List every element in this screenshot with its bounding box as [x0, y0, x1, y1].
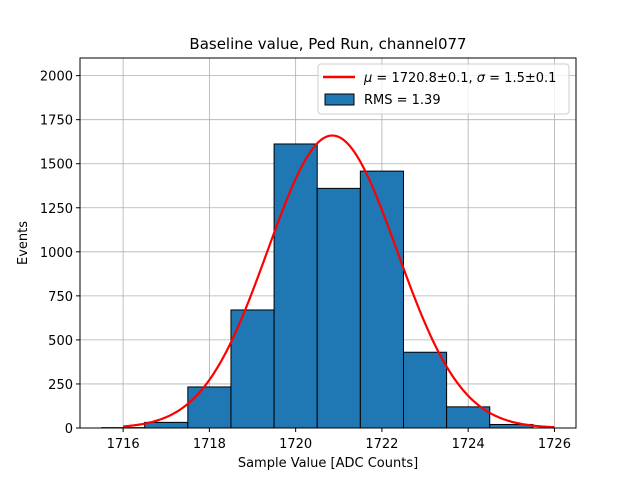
y-tick-label: 1750	[40, 114, 73, 129]
x-tick-label: 1724	[452, 437, 485, 452]
y-tick-label: 0	[65, 422, 73, 437]
y-axis-label: Events	[16, 221, 31, 265]
x-tick-label: 1722	[365, 437, 398, 452]
legend-fit-label-part: = 1.5±0.1	[485, 71, 556, 86]
gaussian-fit	[123, 134, 555, 429]
legend-fit-label-part: = 1720.8±0.1,	[372, 71, 476, 86]
y-tick-label: 1500	[40, 158, 73, 173]
histogram-bar	[187, 386, 232, 429]
y-tick-label: 2000	[40, 70, 73, 85]
legend-fit-label-part: σ	[477, 71, 486, 86]
x-axis-ticks: 1716 1718 1720 1722 1724 1726	[107, 428, 571, 452]
x-tick-label: 1718	[193, 437, 226, 452]
histogram-bar	[316, 187, 361, 429]
x-axis-label: Sample Value [ADC Counts]	[238, 456, 418, 471]
y-tick-label: 500	[48, 334, 73, 349]
legend-histogram-swatch	[324, 93, 355, 106]
histogram-bars	[101, 143, 534, 429]
legend: μ = 1720.8±0.1, σ = 1.5±0.1 RMS = 1.39	[317, 63, 570, 115]
y-tick-label: 750	[48, 290, 73, 305]
x-tick-label: 1726	[538, 437, 571, 452]
histogram-bar	[359, 170, 404, 429]
y-tick-label: 1250	[40, 202, 73, 217]
legend-fit-label-part: μ	[363, 71, 372, 86]
y-tick-label: 1000	[40, 246, 73, 261]
chart-title: Baseline value, Ped Run, channel077	[189, 35, 466, 53]
histogram-bar	[273, 143, 318, 429]
plot-frame	[79, 57, 577, 429]
fit-curve	[123, 134, 555, 429]
histogram-bar	[402, 351, 448, 429]
histogram-bar	[230, 309, 275, 429]
y-axis-ticks: 0 250 500 750 1000 1250 1500 1750 2000	[40, 70, 80, 437]
legend-histogram-label: RMS = 1.39	[364, 93, 441, 108]
y-tick-label: 250	[48, 378, 73, 393]
legend-box	[317, 63, 570, 115]
legend-fit-label: μ = 1720.8±0.1, σ = 1.5±0.1	[363, 71, 556, 86]
x-tick-label: 1720	[279, 437, 312, 452]
x-tick-label: 1716	[107, 437, 140, 452]
